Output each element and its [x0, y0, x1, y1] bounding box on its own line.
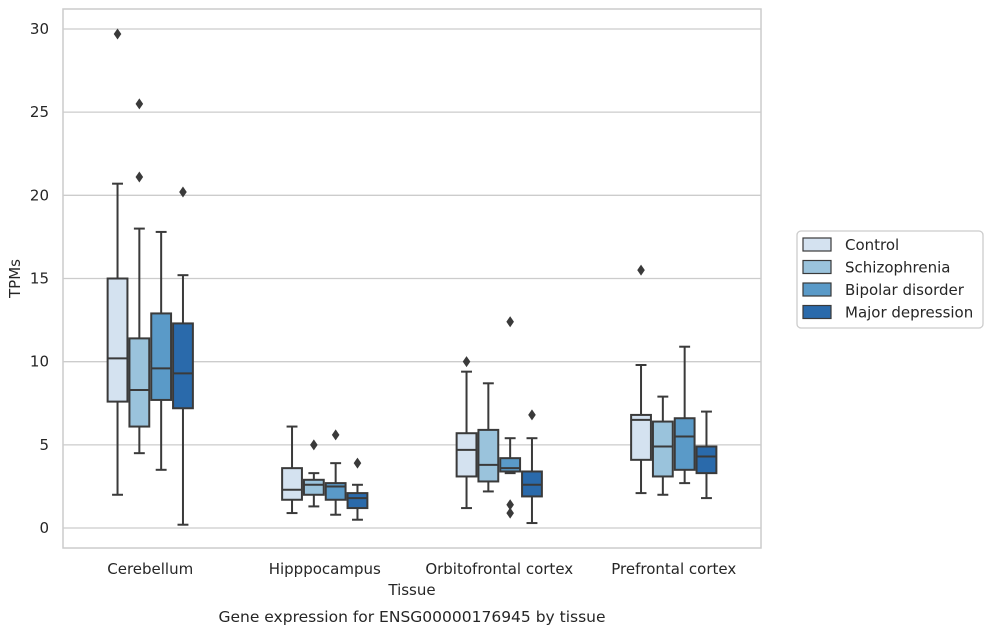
- y-tick-label: 5: [39, 436, 49, 454]
- outlier-point: [135, 171, 144, 183]
- legend-label: Schizophrenia: [845, 259, 950, 277]
- outlier-point: [179, 186, 187, 198]
- legend-label: Bipolar disorder: [845, 281, 965, 299]
- legend-swatch: [802, 304, 832, 320]
- box-control: [281, 425, 303, 515]
- y-tick-label: 20: [30, 186, 49, 204]
- x-tick-label: Hipppocampus: [269, 560, 381, 578]
- box-control: [455, 356, 478, 510]
- y-tick-label: 15: [30, 270, 49, 288]
- y-tick-labels: 0 5 10 15 20 25 30: [30, 20, 49, 537]
- chart-caption: Gene expression for ENSG00000176945 by t…: [218, 608, 605, 626]
- box-iqr: [281, 467, 303, 501]
- x-tick-labels: Cerebellum Hipppocampus Orbitofrontal cort…: [107, 560, 736, 578]
- box-iqr: [302, 478, 325, 496]
- box-bipolar-disorder: [673, 345, 696, 485]
- box-control: [630, 264, 652, 495]
- box-groups: [106, 28, 718, 526]
- box-iqr: [630, 413, 652, 461]
- legend-frame: [796, 230, 984, 329]
- x-tick-label: Orbitofrontal cortex: [425, 560, 573, 578]
- box-schizophrenia: [302, 439, 325, 508]
- box-iqr: [106, 277, 129, 403]
- box-iqr: [455, 432, 478, 478]
- box-iqr: [150, 312, 173, 401]
- outlier-point: [637, 264, 645, 276]
- box-bipolar-disorder: [324, 429, 347, 516]
- box-control: [106, 28, 129, 496]
- legend-label: Control: [845, 236, 899, 254]
- box-major-depression: [521, 409, 543, 525]
- box-schizophrenia: [128, 98, 151, 455]
- box-schizophrenia: [651, 395, 674, 496]
- box-iqr: [477, 428, 500, 483]
- outlier-point: [462, 356, 471, 368]
- outlier-point: [331, 429, 340, 441]
- outlier-point: [506, 507, 514, 519]
- y-tick-label: 0: [39, 519, 49, 537]
- box-iqr: [651, 420, 674, 478]
- outlier-point: [353, 457, 362, 469]
- box-iqr: [673, 417, 696, 471]
- legend-swatch: [802, 259, 832, 275]
- box-schizophrenia: [477, 382, 500, 493]
- x-axis-title: Tissue: [387, 581, 435, 599]
- y-axis-title: TPMs: [6, 259, 24, 299]
- outlier-point: [135, 98, 144, 110]
- box-major-depression: [346, 457, 369, 521]
- outlier-point: [506, 316, 514, 328]
- y-tick-label: 25: [30, 103, 49, 121]
- plot-frame: [62, 8, 762, 549]
- legend-label: Major depression: [845, 304, 973, 322]
- x-tick-label: Cerebellum: [107, 560, 193, 578]
- box-iqr: [499, 457, 522, 473]
- legend-swatch: [802, 282, 832, 297]
- box-major-depression: [172, 186, 194, 526]
- box-iqr: [172, 322, 194, 410]
- box-iqr: [346, 492, 369, 510]
- outlier-point: [528, 409, 536, 421]
- box-major-depression: [695, 410, 718, 500]
- outlier-point: [310, 439, 318, 451]
- y-tick-label: 10: [30, 353, 49, 371]
- legend-swatch: [802, 237, 832, 252]
- outlier-point: [506, 499, 514, 511]
- box-iqr: [128, 337, 151, 428]
- box-bipolar-disorder: [499, 316, 522, 519]
- outlier-point: [113, 28, 122, 40]
- legend: Control Schizophrenia Bipolar disorder Majo…: [796, 230, 984, 329]
- y-tick-label: 30: [30, 20, 49, 38]
- box-iqr: [695, 445, 718, 475]
- x-tick-label: Prefrontal cortex: [611, 560, 736, 578]
- box-bipolar-disorder: [150, 230, 173, 471]
